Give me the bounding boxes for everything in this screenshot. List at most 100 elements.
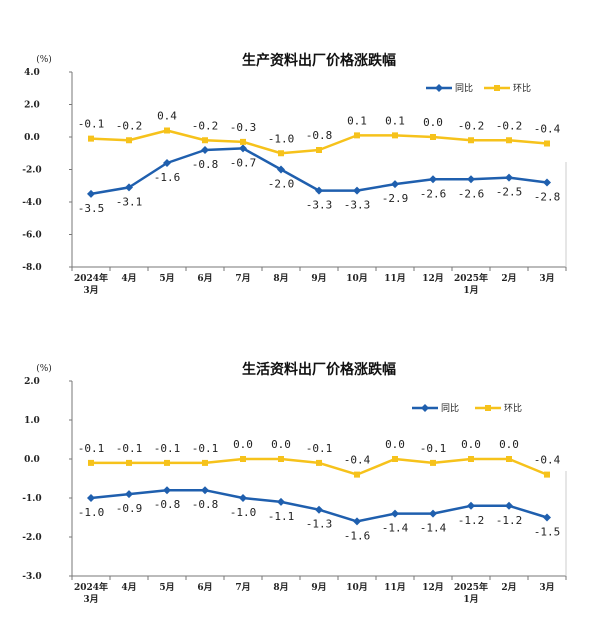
y-tick-label: 2.0 (24, 101, 40, 111)
data-label: 0.0 (271, 438, 291, 451)
data-point-square (202, 459, 208, 466)
data-label: -1.0 (268, 132, 295, 145)
data-label: -2.6 (458, 187, 485, 200)
x-tick-label: 6月 (197, 582, 212, 593)
data-label: 0.4 (157, 110, 177, 123)
data-point-square (240, 456, 246, 462)
legend-mom-marker (485, 405, 491, 411)
x-tick-label: 4月 (121, 273, 136, 284)
data-point-diamond (391, 180, 399, 189)
data-point-diamond (239, 144, 247, 153)
data-label: 0.1 (347, 114, 367, 127)
y-tick-label: -1.0 (22, 494, 41, 504)
data-point-square (278, 150, 284, 157)
x-tick-label: 1月 (463, 594, 478, 605)
data-label: 0.0 (461, 438, 481, 451)
chart-2: 生活资料出厂价格涨跌幅 (%) 2.0 1.0 0.0 -1.0 -2.0 -3.0 2024年… (22, 361, 567, 605)
data-label: -0.9 (116, 502, 143, 515)
data-point-diamond (125, 183, 133, 192)
x-tick-label: 5月 (159, 273, 174, 284)
x-tick-label: 3月 (539, 273, 554, 284)
x-tick-label: 3月 (83, 594, 98, 605)
data-point-square (126, 459, 132, 466)
y-unit-label: (%) (36, 363, 52, 374)
y-tick-label: -8.0 (22, 263, 41, 273)
x-tick-label: 4月 (121, 582, 136, 593)
x-tick-label: 2月 (501, 582, 516, 593)
data-point-diamond (277, 165, 285, 174)
y-tick-label: -2.0 (22, 166, 41, 176)
data-point-square (88, 459, 94, 466)
data-point-diamond (315, 186, 323, 195)
legend-yoy-marker (435, 84, 443, 92)
data-label: -0.4 (344, 454, 371, 467)
data-point-diamond (125, 490, 133, 499)
data-label: -2.5 (496, 186, 523, 199)
y-tick-label: 4.0 (24, 68, 40, 78)
y-tick-label: 0.0 (24, 455, 40, 465)
data-point-diamond (391, 509, 399, 518)
data-point-square (316, 147, 322, 153)
series-yoy: -3.5 -3.1 -1.6 -0.8 -0.7 -2.0 -3.3 -3.3 -2.9 -2.6… (78, 144, 560, 215)
data-label: -0.1 (78, 118, 105, 131)
series-mom: -0.1 -0.2 0.4 -0.2 -0.3 -1.0 -0.8 0.1 0.1 0.0 -0.2… (78, 110, 561, 157)
legend-yoy-marker (421, 404, 429, 412)
data-label: -1.6 (154, 171, 181, 184)
data-label: -3.1 (116, 195, 143, 208)
data-point-square (202, 137, 208, 144)
data-point-square (316, 459, 322, 466)
x-tick-label: 7月 (235, 273, 250, 284)
data-label: -1.6 (344, 529, 371, 542)
legend-mom-label: 环比 (513, 82, 531, 94)
data-label: -0.1 (154, 442, 181, 455)
chart-title: 生产资料出厂价格涨跌幅 (242, 52, 396, 69)
x-tick-label: 8月 (273, 273, 288, 284)
data-point-square (430, 459, 436, 466)
data-point-diamond (87, 494, 95, 502)
data-label: -0.2 (496, 119, 523, 132)
data-label: -0.2 (192, 119, 219, 132)
data-label: -0.8 (192, 158, 219, 171)
x-tick-label: 9月 (311, 582, 326, 593)
data-label: -3.3 (344, 199, 371, 212)
data-label: -0.3 (230, 121, 257, 134)
x-tick-label: 10月 (346, 582, 368, 593)
data-point-diamond (201, 486, 209, 495)
data-point-square (544, 140, 550, 147)
data-point-diamond (505, 173, 513, 182)
data-label: -0.2 (116, 119, 143, 132)
data-label: -0.4 (534, 454, 561, 467)
data-point-diamond (277, 497, 285, 506)
data-label: -1.0 (78, 506, 105, 519)
data-point-diamond (315, 505, 323, 514)
data-point-square (430, 134, 436, 140)
data-label: -1.2 (458, 514, 485, 527)
data-label: -2.0 (268, 178, 295, 191)
data-point-square (240, 138, 246, 145)
legend: 同比 环比 (426, 82, 531, 94)
data-point-square (506, 137, 512, 144)
data-label: -0.1 (192, 442, 219, 455)
data-point-diamond (467, 175, 475, 184)
y-unit-label: (%) (36, 54, 52, 65)
y-tick-label: 0.0 (24, 133, 40, 143)
data-point-square (506, 456, 512, 462)
data-label: 0.0 (385, 438, 405, 451)
x-tick-label: 8月 (273, 582, 288, 593)
series-mom: -0.1 -0.1 -0.1 -0.1 0.0 0.0 -0.1 -0.4 0.0 -0.1 0.0… (78, 438, 561, 478)
data-label: -1.4 (382, 522, 409, 535)
data-label: -0.1 (306, 442, 333, 455)
legend-yoy-label: 同比 (441, 402, 459, 414)
data-point-square (88, 135, 94, 142)
data-point-square (354, 471, 360, 478)
data-point-square (468, 137, 474, 144)
data-label: -0.8 (154, 498, 181, 511)
data-label: -2.6 (420, 187, 447, 200)
chart-title: 生活资料出厂价格涨跌幅 (242, 361, 396, 378)
x-tick-label: 11月 (384, 582, 406, 593)
data-label: -1.3 (306, 518, 333, 531)
data-point-diamond (543, 178, 551, 187)
data-label: -2.9 (382, 192, 409, 205)
x-tick-label: 11月 (384, 273, 406, 284)
